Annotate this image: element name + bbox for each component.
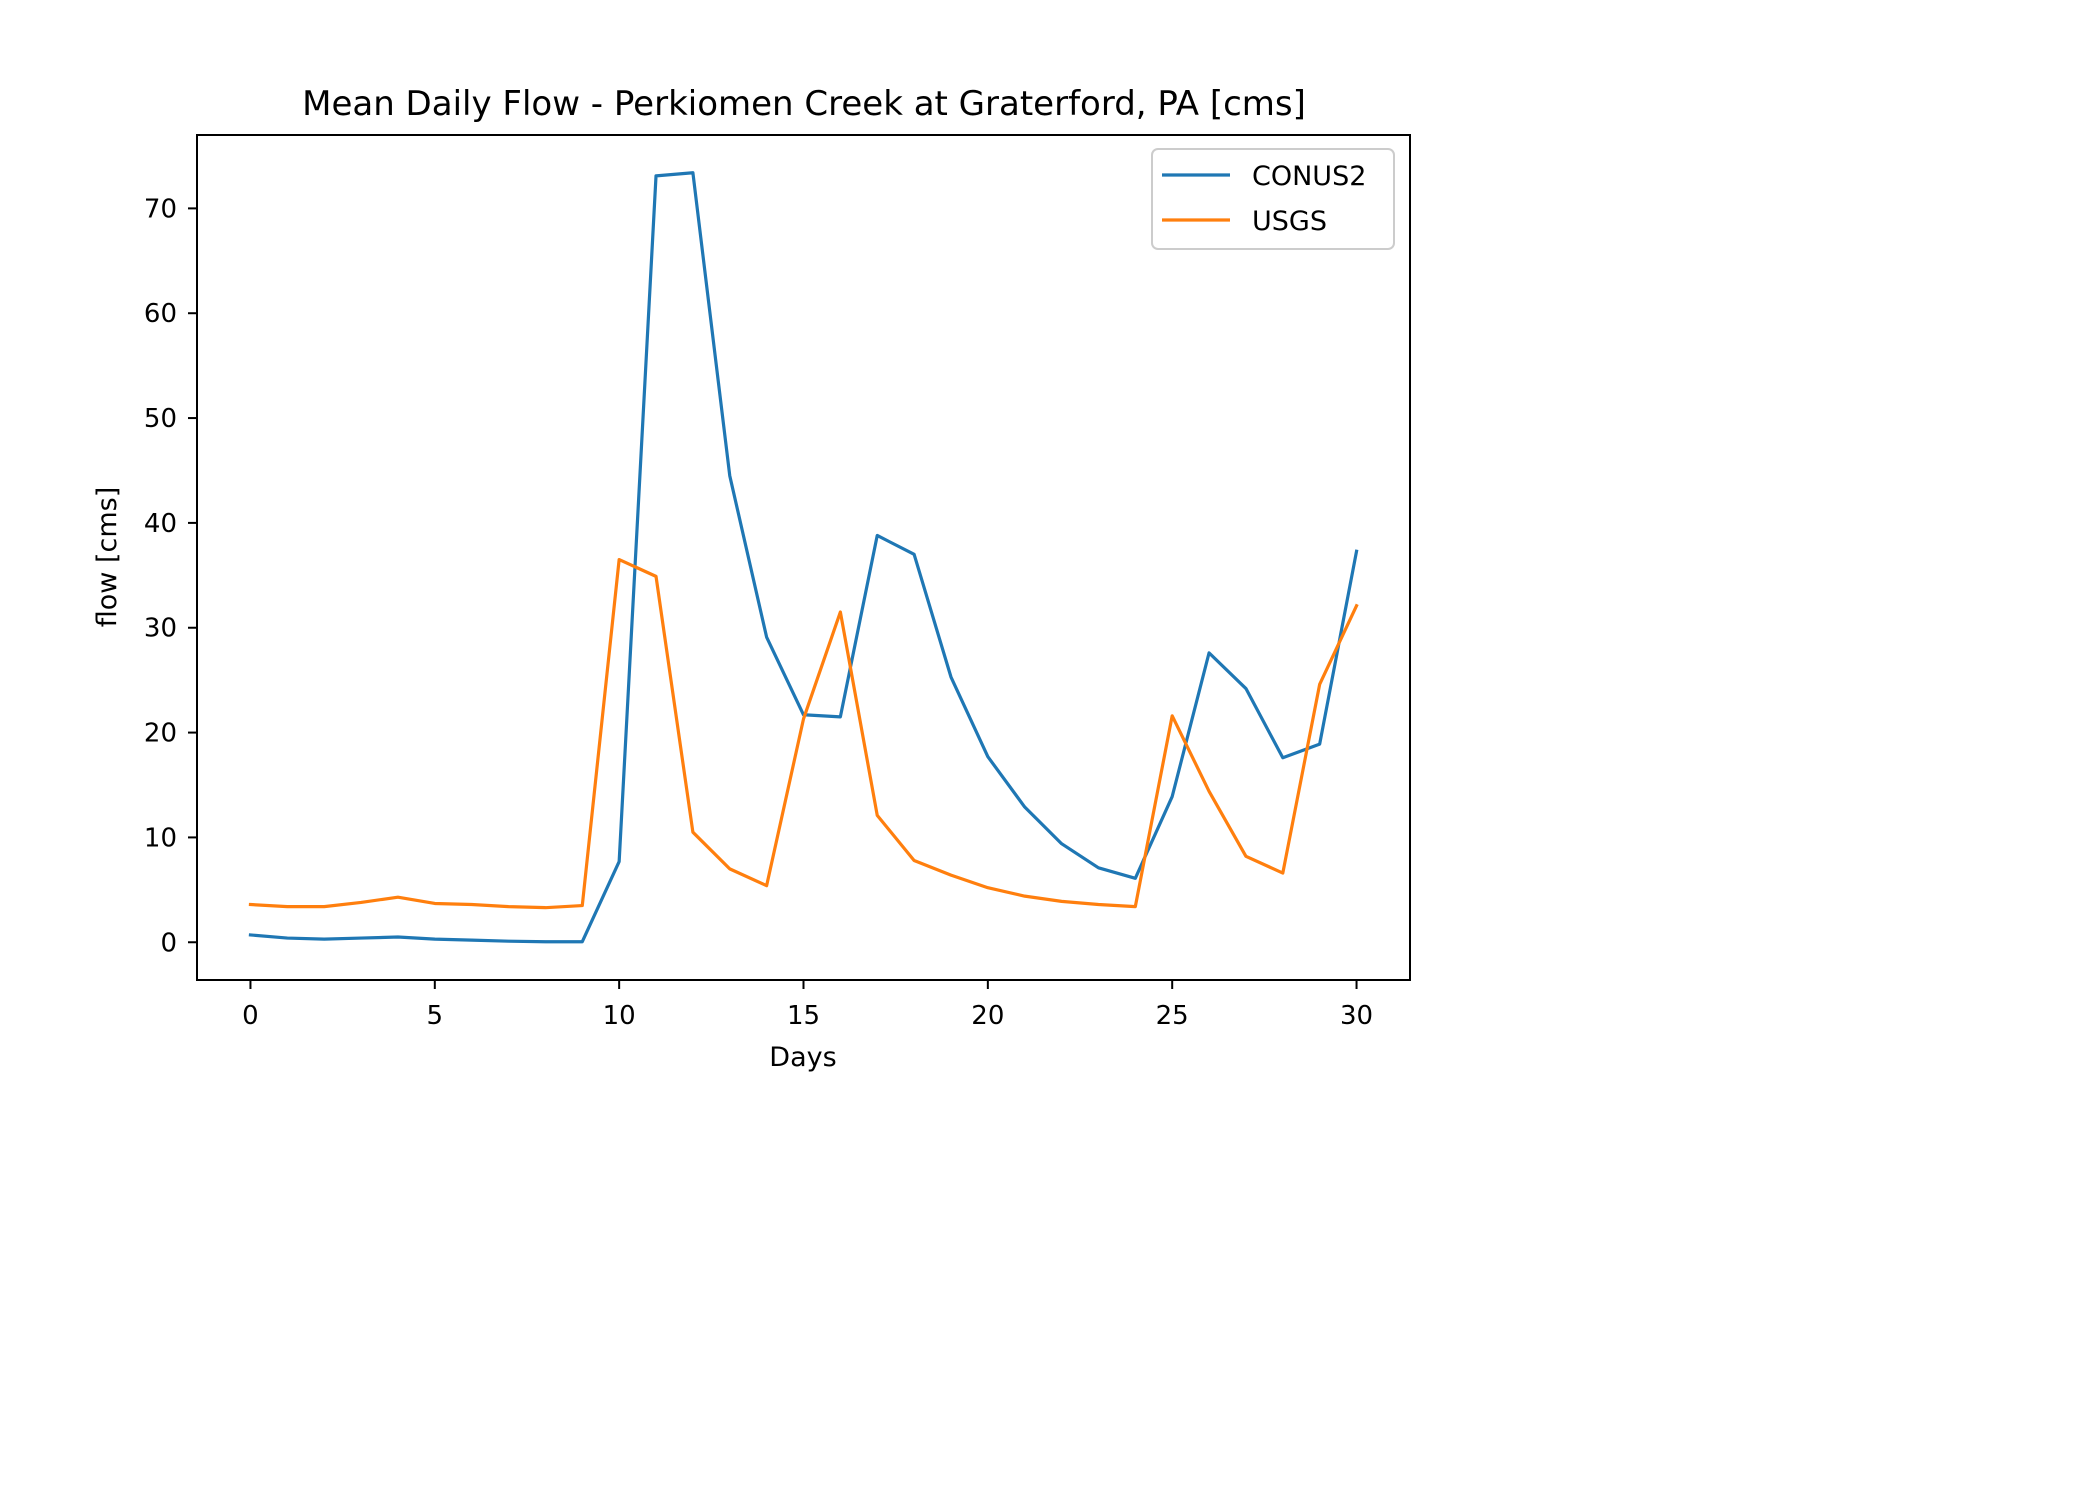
plot-frame xyxy=(196,134,1411,981)
chart: Mean Daily Flow - Perkiomen Creek at Gra… xyxy=(92,84,1411,1073)
plot-area xyxy=(248,171,1359,944)
series-conus2 xyxy=(248,171,1359,944)
y-tick-label: 70 xyxy=(144,194,177,224)
x-tick-label: 30 xyxy=(1340,1001,1373,1031)
x-tick-label: 15 xyxy=(787,1001,820,1031)
x-tick-label: 10 xyxy=(603,1001,636,1031)
y-tick-label: 0 xyxy=(160,928,177,958)
x-tick-label: 20 xyxy=(971,1001,1004,1031)
chart-title: Mean Daily Flow - Perkiomen Creek at Gra… xyxy=(302,84,1306,124)
y-tick-label: 30 xyxy=(144,614,177,644)
x-axis: 0 5 10 15 20 25 30 xyxy=(242,980,1373,1031)
x-tick-label: 25 xyxy=(1156,1001,1189,1031)
legend-label: USGS xyxy=(1252,206,1327,237)
legend: CONUS2 USGS xyxy=(1151,148,1395,250)
y-tick-label: 10 xyxy=(144,823,177,853)
legend-label: CONUS2 xyxy=(1252,161,1366,192)
series-usgs xyxy=(248,557,1359,910)
y-tick-label: 40 xyxy=(144,509,177,539)
x-tick-label: 5 xyxy=(427,1001,444,1031)
y-tick-label: 50 xyxy=(144,404,177,434)
y-tick-label: 60 xyxy=(144,299,177,329)
legend-item-usgs: USGS xyxy=(1162,206,1327,237)
series-line-conus2 xyxy=(248,171,1359,944)
y-axis: 0 10 20 30 40 50 60 70 xyxy=(144,194,197,958)
x-tick-label: 0 xyxy=(242,1001,259,1031)
y-tick-label: 20 xyxy=(144,719,177,749)
y-axis-label: flow [cms] xyxy=(92,487,123,627)
legend-item-conus2: CONUS2 xyxy=(1162,161,1366,192)
series-line-usgs xyxy=(248,557,1359,910)
x-axis-label: Days xyxy=(769,1042,836,1073)
